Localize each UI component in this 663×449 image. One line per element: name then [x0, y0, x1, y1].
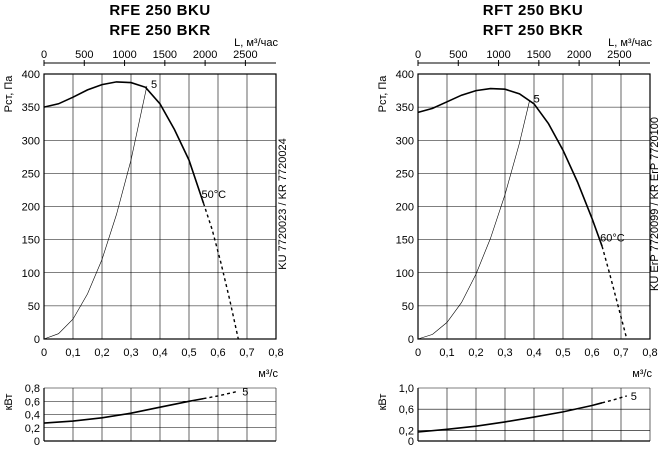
- system-curve: [417, 100, 530, 340]
- plot-frame: [43, 73, 277, 340]
- model-code-label: KU 7720023 / KR 7720024: [277, 138, 289, 270]
- x-tick-label: 0,7: [239, 347, 254, 359]
- power-y-tick-label: 0,2: [399, 425, 414, 437]
- y-tick-label: 150: [22, 235, 40, 247]
- y-tick-label: 100: [396, 268, 414, 280]
- y-tick-label: 200: [396, 202, 414, 214]
- y-tick-label: 50: [28, 301, 40, 313]
- pressure-curve-dashed: [601, 246, 628, 340]
- top-tick-label: 1500: [153, 49, 177, 61]
- power-curve: [417, 402, 603, 433]
- pressure-curve-label: 5: [534, 94, 540, 106]
- power-curve-label: 5: [631, 391, 637, 403]
- y-tick-label: 350: [22, 102, 40, 114]
- y-tick-label: 0: [34, 334, 40, 346]
- power-y-tick-label: 0: [408, 436, 414, 448]
- temperature-label: 60°C: [600, 232, 625, 244]
- x-tick-label: 0,4: [526, 347, 541, 359]
- plot-frame: [417, 73, 651, 340]
- system-curve: [43, 85, 148, 340]
- x-tick-label: 0,4: [152, 347, 167, 359]
- power-y-tick-label: 0,8: [25, 383, 40, 395]
- power-curve-dashed: [203, 390, 239, 400]
- x-tick-label: 0: [415, 347, 421, 359]
- x-tick-label: 0,2: [94, 347, 109, 359]
- pressure-curve-label: 5: [151, 79, 157, 91]
- x-tick-label: 0,1: [65, 347, 80, 359]
- power-axis-label: кВт: [377, 394, 389, 411]
- y-tick-label: 150: [396, 235, 414, 247]
- power-axis-label: кВт: [3, 394, 15, 411]
- x-tick-label: 0,5: [555, 347, 570, 359]
- x-axis-unit: м³/с: [632, 368, 652, 380]
- pressure-axis-label: Pст, Па: [3, 75, 15, 113]
- top-tick-label: 2500: [233, 49, 257, 61]
- x-tick-label: 0,3: [123, 347, 138, 359]
- x-axis-unit: м³/с: [258, 368, 278, 380]
- x-tick-label: 0,3: [497, 347, 512, 359]
- chart-title-line1: RFT 250 BKU: [483, 2, 584, 19]
- top-tick-label: 1000: [112, 49, 136, 61]
- x-tick-label: 0,7: [613, 347, 628, 359]
- model-code-label: KU ErP 7720099 / KR ErP 7720100: [649, 117, 661, 291]
- pressure-curve-dashed: [202, 202, 239, 340]
- y-tick-label: 50: [402, 301, 414, 313]
- power-y-tick-label: 0,6: [25, 396, 40, 408]
- y-tick-label: 0: [408, 334, 414, 346]
- y-tick-label: 300: [396, 135, 414, 147]
- y-tick-label: 200: [22, 202, 40, 214]
- power-y-tick-label: 1,0: [399, 383, 414, 395]
- top-axis-label: L, м³/час: [608, 37, 652, 49]
- top-tick-label: 500: [75, 49, 93, 61]
- x-tick-label: 0,6: [210, 347, 225, 359]
- y-tick-label: 400: [396, 69, 414, 81]
- temperature-label: 50°C: [202, 189, 227, 201]
- power-y-tick-label: 0,4: [25, 410, 40, 422]
- top-tick-label: 0: [415, 49, 421, 61]
- pressure-axis-label: Pст, Па: [377, 75, 389, 113]
- power-curve: [43, 397, 204, 424]
- x-tick-label: 0,6: [584, 347, 599, 359]
- x-tick-label: 0,8: [268, 347, 283, 359]
- top-axis-label: L, м³/час: [234, 37, 278, 49]
- y-tick-label: 350: [396, 102, 414, 114]
- x-tick-label: 0,2: [468, 347, 483, 359]
- power-curve-dashed: [601, 395, 627, 404]
- x-tick-label: 0,1: [439, 347, 454, 359]
- top-tick-label: 1500: [527, 49, 551, 61]
- y-tick-label: 100: [22, 268, 40, 280]
- power-curve-label: 5: [242, 386, 248, 398]
- y-tick-label: 250: [396, 168, 414, 180]
- y-tick-label: 400: [22, 69, 40, 81]
- power-y-tick-label: 0,6: [399, 404, 414, 416]
- chart-title-line1: RFE 250 BKU: [109, 2, 210, 19]
- power-y-tick-label: 0: [34, 436, 40, 448]
- x-tick-label: 0,8: [642, 347, 657, 359]
- x-tick-label: 0: [41, 347, 47, 359]
- y-tick-label: 300: [22, 135, 40, 147]
- top-tick-label: 1000: [486, 49, 510, 61]
- chart-title-line2: RFT 250 BKR: [483, 22, 584, 39]
- top-tick-label: 2500: [607, 49, 631, 61]
- power-y-tick-label: 0,2: [25, 423, 40, 435]
- pressure-curve: [417, 87, 603, 247]
- x-tick-label: 0,5: [181, 347, 196, 359]
- top-tick-label: 2000: [193, 49, 217, 61]
- pressure-curve: [43, 81, 205, 204]
- y-tick-label: 250: [22, 168, 40, 180]
- top-tick-label: 500: [449, 49, 467, 61]
- top-tick-label: 0: [41, 49, 47, 61]
- chart-title-line2: RFE 250 BKR: [109, 22, 210, 39]
- top-tick-label: 2000: [567, 49, 591, 61]
